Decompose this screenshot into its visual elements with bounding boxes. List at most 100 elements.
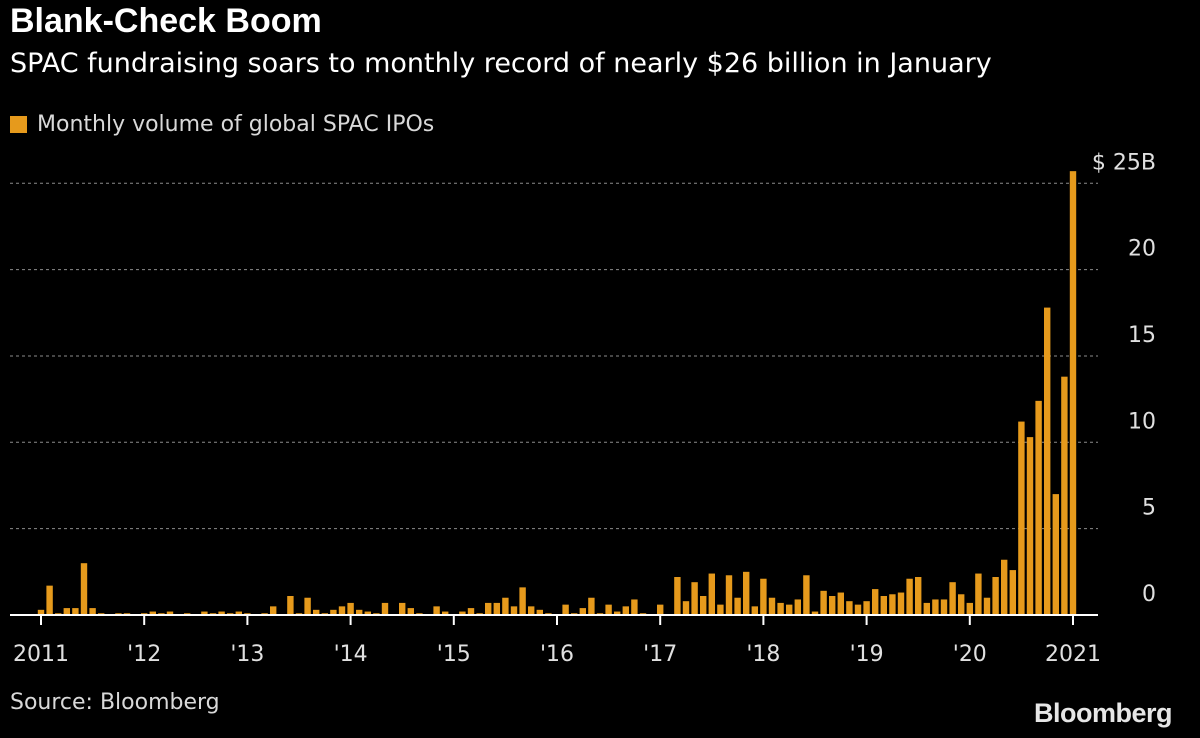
x-tick-label: '17	[643, 642, 677, 667]
source-note: Source: Bloomberg	[10, 690, 220, 715]
bar	[863, 601, 870, 615]
bar	[433, 606, 440, 615]
bar	[966, 602, 973, 615]
bar	[1018, 421, 1025, 615]
bar	[760, 578, 767, 615]
y-tick-label: $ 25B	[1092, 150, 1156, 175]
bar	[622, 606, 629, 615]
y-tick-label: 10	[1128, 409, 1156, 434]
bar	[304, 597, 311, 615]
bar	[975, 573, 982, 615]
x-tick-label: '18	[746, 642, 780, 667]
bar	[682, 601, 690, 615]
bar	[218, 611, 225, 615]
bar	[820, 590, 827, 615]
bar	[1052, 494, 1059, 615]
bar	[811, 611, 819, 615]
bar	[579, 608, 586, 615]
bar	[356, 609, 363, 615]
y-tick-label: 15	[1128, 323, 1156, 348]
bar	[493, 602, 500, 615]
x-tick-label: 2011	[13, 642, 69, 667]
legend-swatch	[10, 116, 27, 133]
bar	[786, 604, 793, 615]
bar	[880, 596, 887, 615]
bar	[605, 604, 612, 615]
chart-subtitle: SPAC fundraising soars to monthly record…	[10, 48, 992, 79]
bar	[1044, 307, 1051, 615]
bar	[717, 604, 724, 615]
bar	[1061, 376, 1068, 615]
bar	[958, 594, 965, 615]
bar	[708, 573, 715, 615]
bar	[691, 582, 698, 615]
bar	[872, 589, 879, 615]
bar	[536, 609, 543, 615]
bar	[700, 596, 707, 615]
x-tick-label: '12	[127, 642, 161, 667]
bar	[932, 599, 939, 615]
bar	[983, 597, 991, 615]
axes: 0 5 10 15 20 $ 25B 2011 '12 '13 '14 '15 '16 '17 '18 '1…	[10, 150, 1156, 667]
bar	[485, 602, 492, 615]
x-tick-label: '15	[437, 642, 471, 667]
bar	[89, 608, 96, 615]
x-tick-label: '13	[230, 642, 264, 667]
x-tick-label: 2021	[1045, 642, 1101, 667]
bar	[528, 606, 535, 615]
bar	[338, 606, 346, 615]
bar	[614, 611, 621, 615]
x-tick-label: '14	[334, 642, 368, 667]
bar	[743, 571, 750, 615]
bar	[270, 606, 277, 615]
bar	[794, 599, 801, 615]
bar-chart: 0 5 10 15 20 $ 25B 2011 '12 '13 '14 '15 '16 '17 '18 '1…	[10, 150, 1156, 667]
chart-title: Blank-Check Boom	[10, 2, 322, 40]
bar	[725, 575, 733, 615]
bar	[940, 599, 948, 615]
bloomberg-logo: Bloomberg	[1033, 698, 1173, 728]
legend: Monthly volume of global SPAC IPOs	[10, 112, 434, 137]
bar	[588, 597, 595, 615]
bar	[906, 578, 913, 615]
y-tick-label: 0	[1142, 582, 1156, 607]
bar	[768, 597, 776, 615]
bar	[149, 611, 156, 615]
bar	[37, 609, 45, 615]
bar	[734, 597, 741, 615]
bar	[1069, 171, 1077, 615]
bar	[915, 577, 922, 615]
bar	[631, 599, 638, 615]
bar	[923, 602, 930, 615]
bar	[657, 604, 664, 615]
bar	[72, 608, 79, 615]
bar	[1009, 570, 1016, 615]
bar	[166, 611, 174, 615]
bar	[63, 608, 70, 615]
bar	[510, 606, 518, 615]
bar	[751, 606, 758, 615]
bar	[829, 596, 836, 615]
bar	[1026, 437, 1034, 615]
bar	[467, 608, 475, 615]
bar	[459, 611, 466, 615]
bars	[37, 171, 1077, 615]
bar	[46, 585, 53, 615]
bar	[80, 563, 88, 615]
bar	[889, 594, 896, 615]
x-tick-label: '19	[850, 642, 884, 667]
bar	[846, 601, 853, 615]
bar	[674, 577, 681, 615]
bar	[201, 611, 208, 615]
bar	[399, 602, 406, 615]
bar	[562, 604, 569, 615]
y-tick-label: 20	[1128, 237, 1156, 262]
bar	[502, 597, 509, 615]
bar	[235, 611, 242, 615]
bar	[777, 602, 784, 615]
bar	[330, 609, 337, 615]
bar	[407, 608, 414, 615]
legend-label: Monthly volume of global SPAC IPOs	[37, 112, 435, 137]
bar	[854, 604, 862, 615]
bar	[897, 592, 905, 615]
